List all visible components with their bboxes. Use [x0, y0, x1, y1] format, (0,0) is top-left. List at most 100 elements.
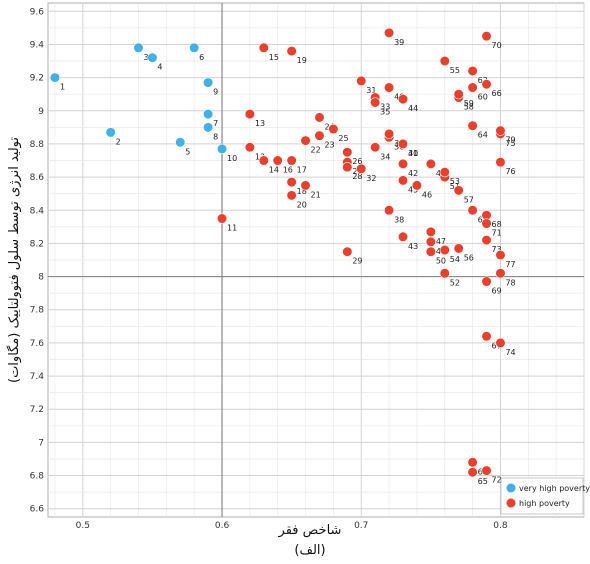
data-point-label: 15: [269, 53, 279, 62]
data-point-label: 78: [505, 278, 515, 287]
data-point-label: 50: [436, 257, 446, 266]
data-point: [286, 176, 297, 188]
data-point: [383, 205, 395, 216]
data-point: [244, 142, 255, 153]
data-point: [481, 465, 492, 476]
data-point-label: 72: [492, 476, 502, 485]
data-point: [439, 268, 450, 279]
data-point: [467, 82, 478, 93]
data-point-label: 74: [505, 348, 515, 357]
data-point-label: 57: [464, 195, 474, 204]
data-point: [481, 79, 492, 90]
data-point-label: 66: [492, 89, 502, 98]
data-point: [495, 268, 506, 279]
data-point: [216, 213, 228, 224]
data-point: [370, 97, 381, 108]
data-point: [314, 130, 325, 141]
data-point-label: 5: [185, 147, 190, 156]
data-point-label: 16: [283, 166, 293, 175]
y-tick-label: 7.2: [30, 405, 44, 415]
data-point-label: 56: [464, 253, 474, 262]
data-point-label: 6: [199, 53, 204, 62]
y-tick-label: 7.8: [30, 306, 45, 316]
data-point-label: 30: [408, 149, 418, 158]
data-point-label: 42: [408, 169, 418, 178]
data-point: [216, 143, 228, 155]
data-point-label: 46: [422, 190, 432, 199]
data-point-label: 52: [450, 278, 460, 287]
data-point: [203, 108, 214, 120]
data-point-label: 3: [143, 53, 148, 62]
data-point-label: 64: [478, 131, 488, 140]
data-point-label: 73: [492, 245, 502, 254]
data-point: [495, 249, 506, 261]
data-point-label: 60: [478, 93, 488, 102]
y-tick-label: 8.4: [30, 206, 45, 216]
data-point: [49, 72, 61, 83]
y-axis-title: تولید انرژی توسط سلول فتوولتاییک (مگاوات…: [6, 137, 22, 383]
data-point: [439, 167, 450, 178]
data-point-label: 43: [408, 242, 418, 251]
y-tick-label: 9.6: [30, 7, 45, 17]
data-point: [342, 147, 353, 158]
series-very-high-poverty: 1 2 34 5 6 7 8 9 10: [49, 42, 237, 163]
data-point: [439, 55, 450, 67]
data-point-label: 31: [366, 86, 376, 95]
data-point: [272, 155, 283, 166]
data-point: [481, 331, 492, 342]
data-point: [314, 112, 325, 123]
data-point: [189, 42, 200, 53]
data-point-label: 63: [478, 76, 488, 85]
data-point-label: 33: [380, 103, 390, 112]
data-point-label: 35: [380, 107, 390, 116]
data-point: [481, 31, 492, 42]
data-point: [286, 155, 297, 166]
data-point-label: 70: [492, 41, 502, 50]
x-axis-ticks: 0.5 0.6 0.7 0.8: [76, 521, 508, 531]
y-axis-ticks: 6.6 6.8 7 7.2 7.4 7.6 7.8 8 8.2 8.4 8.6 8.8 9 9.2 9.4 9…: [30, 7, 45, 514]
data-point-label: 18: [297, 187, 307, 196]
data-point: [328, 123, 339, 135]
data-point-label: 45: [408, 185, 418, 194]
data-point: [286, 45, 297, 57]
data-point: [495, 157, 506, 168]
y-tick-label: 8: [38, 273, 44, 283]
data-point-label: 54: [450, 255, 460, 264]
data-point-label: 12: [255, 152, 265, 161]
y-tick-label: 7: [38, 438, 44, 448]
data-point-label: 10: [227, 154, 237, 163]
x-tick-label: 0.5: [76, 521, 90, 531]
data-point: [453, 185, 464, 196]
data-point: [467, 467, 478, 478]
data-point: [397, 175, 409, 186]
y-tick-label: 8.6: [30, 173, 45, 183]
data-point: [203, 122, 214, 133]
data-points: 1234567891011121314151617181920212223242…: [49, 27, 516, 486]
data-point: [425, 226, 436, 237]
legend-label-high-poverty: high poverty: [519, 499, 570, 508]
legend: very high poverty high poverty: [500, 477, 590, 515]
legend-label-very-high-poverty: very high poverty: [519, 484, 590, 493]
y-tick-label: 6.6: [30, 505, 45, 515]
data-point: [244, 108, 255, 120]
data-point-label: 58: [464, 103, 474, 112]
data-point-label: 20: [297, 200, 307, 209]
data-point-label: 76: [505, 167, 515, 176]
series-high-poverty: 1112131415161718192021222324252627282930…: [216, 27, 516, 486]
data-point: [258, 42, 269, 53]
y-tick-label: 6.8: [30, 472, 45, 482]
data-point: [397, 138, 409, 150]
data-point: [356, 75, 367, 87]
y-tick-label: 9.4: [30, 40, 45, 50]
data-point: [425, 246, 436, 257]
data-point: [370, 142, 381, 153]
x-tick-label: 0.6: [215, 521, 230, 531]
data-point-label: 77: [505, 260, 515, 269]
y-tick-label: 9: [38, 107, 44, 117]
data-point: [147, 52, 158, 63]
data-point-label: 65: [478, 477, 488, 486]
y-tick-label: 7.6: [30, 339, 45, 349]
data-point-label: 29: [352, 257, 362, 266]
data-point-label: 51: [450, 182, 460, 191]
data-point-label: 28: [352, 172, 362, 181]
